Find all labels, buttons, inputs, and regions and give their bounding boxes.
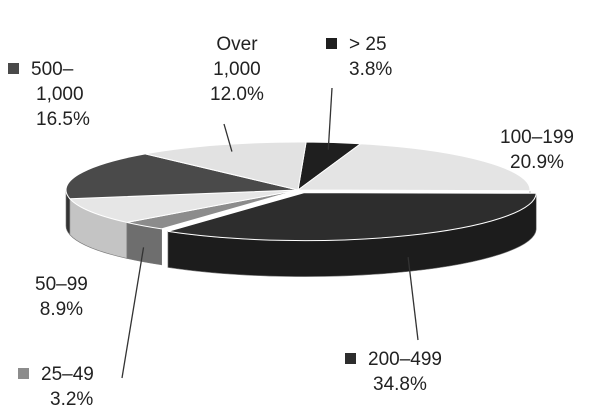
legend-swatch-500-1000 — [8, 63, 19, 74]
slice-label-25-49: 25–49 3.2% — [18, 362, 94, 412]
label-value-25-49: 3.2% — [50, 389, 94, 410]
label-value-over-1000: 12.0% — [210, 84, 264, 105]
slice-label-over-1000: Over 1,000 12.0% — [210, 32, 264, 107]
leader-line-25-49 — [121, 247, 145, 379]
leader-line-200-499 — [407, 257, 419, 341]
label-name-over-1000-line1: Over — [216, 34, 258, 55]
slice-500-1-000 — [65, 153, 299, 200]
slice-label-500-1000: 500– 1,000 16.5% — [8, 57, 90, 132]
label-name-25-49: 25–49 — [41, 364, 94, 385]
label-value-200-499: 34.8% — [373, 374, 427, 395]
slice-label-100-199: 100–199 20.9% — [500, 125, 574, 175]
slice-50-99 — [68, 189, 299, 223]
label-value-100-199: 20.9% — [510, 152, 564, 173]
legend-swatch-200-499 — [345, 353, 356, 364]
legend-swatch-over-25 — [326, 38, 337, 49]
label-name-500-1000-line1: 500– — [31, 59, 74, 80]
label-name-500-1000-line2: 1,000 — [36, 84, 84, 105]
label-name-200-499: 200–499 — [368, 349, 442, 370]
slice-label-over-25: > 25 3.8% — [326, 32, 392, 82]
slice-200-499 — [167, 192, 537, 242]
label-value-50-99: 8.9% — [39, 299, 84, 320]
label-name-50-99: 50–99 — [35, 274, 88, 295]
label-name-over-1000-line2: 1,000 — [213, 59, 261, 80]
label-name-100-199: 100–199 — [500, 127, 574, 148]
slice-over-1-000 — [145, 141, 307, 191]
slice-side-25-49 — [126, 222, 162, 266]
label-name-over-25: > 25 — [349, 34, 387, 55]
label-value-over-25: 3.8% — [349, 59, 393, 80]
legend-swatch-25-49 — [18, 368, 29, 379]
slice-label-200-499: 200–499 34.8% — [345, 347, 442, 397]
leader-line-over-1-000 — [223, 123, 233, 152]
slice-100-199 — [296, 143, 531, 192]
slice-label-50-99: 50–99 8.9% — [35, 272, 88, 322]
label-value-500-1000: 16.5% — [36, 109, 90, 130]
leader-line-25 — [327, 87, 333, 150]
